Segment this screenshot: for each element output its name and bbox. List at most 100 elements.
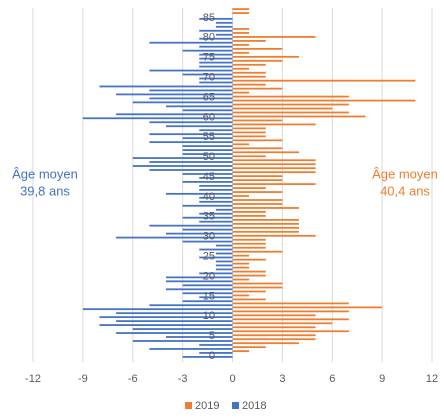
bar xyxy=(99,316,233,319)
bar xyxy=(182,49,233,52)
legend-swatch xyxy=(232,402,239,409)
bar xyxy=(232,159,316,162)
bar xyxy=(182,284,233,287)
bar xyxy=(116,332,233,334)
y-tick-label: 50 xyxy=(203,151,215,163)
bar xyxy=(116,312,233,315)
bar xyxy=(232,226,299,229)
bar xyxy=(166,192,233,195)
bar xyxy=(232,99,416,102)
annotation: 39,8 ans xyxy=(20,183,70,198)
bar xyxy=(232,258,266,261)
bar xyxy=(166,336,233,338)
bar xyxy=(232,95,349,98)
bar xyxy=(232,211,266,213)
annotation: 40,4 ans xyxy=(380,183,430,198)
bar xyxy=(199,61,233,64)
bar xyxy=(215,264,233,267)
y-tick-label: 55 xyxy=(203,131,215,143)
y-tick-label: 85 xyxy=(203,12,215,24)
bar xyxy=(182,153,233,155)
bar xyxy=(232,246,266,249)
bar xyxy=(232,111,349,114)
y-tick-label: 5 xyxy=(209,330,215,342)
bar xyxy=(182,173,233,175)
bar xyxy=(182,204,233,207)
legend-label: 2019 xyxy=(195,400,219,412)
x-tick-label: 3 xyxy=(279,373,285,385)
bar xyxy=(149,89,233,92)
bar xyxy=(232,254,250,257)
bar xyxy=(199,248,233,251)
bar xyxy=(232,151,299,154)
bar xyxy=(182,109,233,112)
bar xyxy=(232,167,316,170)
bar xyxy=(232,282,283,285)
bar xyxy=(232,302,349,305)
bar xyxy=(232,314,316,317)
bar xyxy=(199,37,233,40)
bar xyxy=(232,43,250,46)
bar xyxy=(199,296,233,299)
bar xyxy=(232,163,316,166)
bar xyxy=(232,222,299,225)
bar xyxy=(232,215,266,217)
bar xyxy=(232,119,283,122)
x-tick-label: -6 xyxy=(128,373,138,385)
bar xyxy=(182,300,233,303)
bar xyxy=(232,127,266,130)
bar xyxy=(149,169,233,171)
bar xyxy=(215,244,233,247)
bar xyxy=(199,212,233,215)
bar xyxy=(232,79,416,82)
bar xyxy=(232,230,299,233)
bar xyxy=(232,115,366,118)
bar xyxy=(199,344,233,346)
bar xyxy=(132,101,233,104)
bar xyxy=(166,280,233,283)
bar xyxy=(232,12,250,14)
bar xyxy=(232,59,283,62)
bar xyxy=(232,278,250,281)
bar xyxy=(232,75,266,78)
y-tick-label: 35 xyxy=(203,211,215,223)
bar xyxy=(232,55,299,58)
bar xyxy=(199,177,233,179)
bar xyxy=(232,290,266,293)
legend-label: 2018 xyxy=(242,400,266,412)
y-tick-label: 45 xyxy=(203,171,215,183)
bar xyxy=(132,328,233,330)
bar xyxy=(232,195,250,197)
bar xyxy=(232,350,250,353)
bar xyxy=(232,187,266,189)
bar xyxy=(232,67,250,70)
bar xyxy=(232,83,266,86)
bar xyxy=(149,69,233,72)
bar xyxy=(232,234,316,237)
bar xyxy=(149,97,233,100)
bar xyxy=(232,32,250,34)
bar xyxy=(232,322,333,325)
bar xyxy=(199,129,233,132)
bar xyxy=(232,318,349,321)
bar xyxy=(116,236,233,239)
bar xyxy=(232,238,266,241)
y-tick-label: 80 xyxy=(203,32,215,44)
bar xyxy=(182,137,233,140)
bar xyxy=(149,224,233,227)
y-tick-label: 65 xyxy=(203,91,215,103)
bar xyxy=(199,220,233,223)
bar xyxy=(232,270,266,273)
bar xyxy=(199,196,233,199)
bar xyxy=(215,208,233,211)
bar xyxy=(166,276,233,279)
bar xyxy=(232,91,250,94)
x-tick-label: 9 xyxy=(379,373,385,385)
bar xyxy=(232,131,266,134)
bar xyxy=(232,139,283,142)
bar xyxy=(215,252,233,255)
bar xyxy=(232,175,283,178)
bar xyxy=(232,103,349,106)
x-tick-label: -12 xyxy=(25,373,41,385)
